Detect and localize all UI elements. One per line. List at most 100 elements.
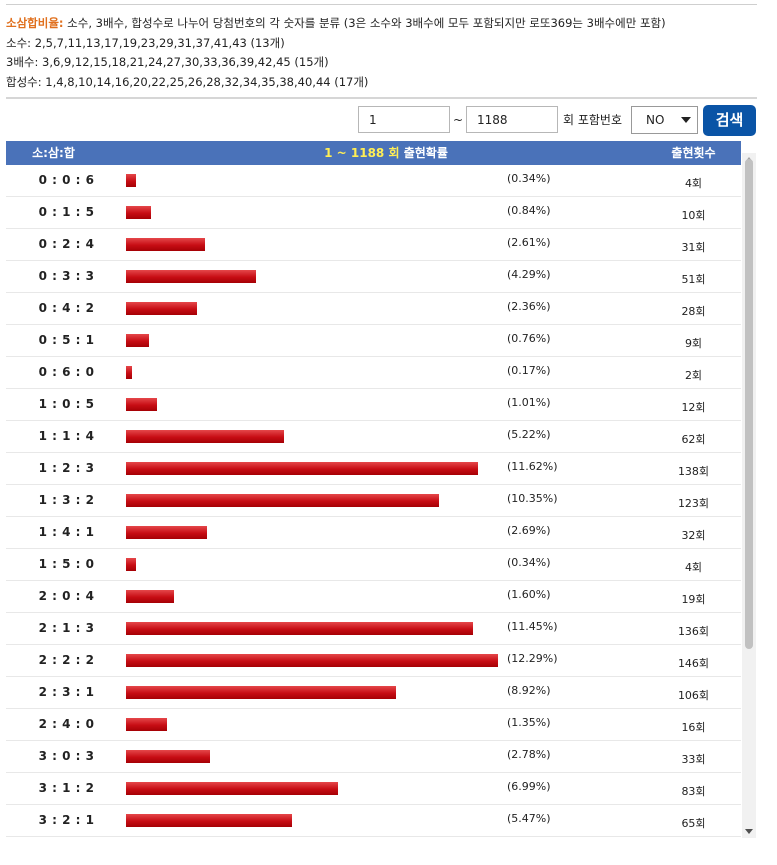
probability-label: (12.29%) [507, 652, 558, 665]
count-cell: 16회 [681, 721, 706, 734]
probability-bar [126, 782, 338, 795]
probability-bar [126, 270, 256, 283]
ratio-cell: 1 : 3 : 2 [38, 493, 95, 507]
table-row: 0 : 6 : 0 (0.17%) 2회 [6, 357, 741, 389]
ratio-cell: 0 : 2 : 4 [38, 237, 95, 251]
ratio-cell: 2 : 2 : 2 [38, 653, 95, 667]
probability-label: (0.17%) [507, 364, 551, 377]
composite-numbers-line: 합성수: 1,4,8,10,14,16,20,22,25,26,28,32,34… [6, 74, 369, 89]
probability-bar [126, 366, 132, 379]
probability-label: (2.69%) [507, 524, 551, 537]
probability-bar [126, 334, 149, 347]
count-cell: 2회 [684, 369, 703, 382]
ratio-cell: 3 : 1 : 2 [38, 781, 95, 795]
count-cell: 4회 [684, 561, 703, 574]
chevron-down-icon [681, 117, 691, 123]
table-row: 1 : 0 : 5 (1.01%) 12회 [6, 389, 741, 421]
table-row: 1 : 4 : 1 (2.69%) 32회 [6, 517, 741, 549]
probability-label: (4.29%) [507, 268, 551, 281]
header-probability: 1 ~ 1188 회 출현확률 [126, 141, 646, 165]
probability-bar [126, 622, 473, 635]
table-body: 0 : 0 : 6 (0.34%) 4회 0 : 1 : 5 (0.84%) 10회 0 :… [6, 165, 741, 837]
ratio-cell: 0 : 5 : 1 [38, 333, 95, 347]
prime-numbers-line: 소수: 2,5,7,11,13,17,19,23,29,31,37,41,43 … [6, 35, 285, 50]
table-row: 3 : 1 : 2 (6.99%) 83회 [6, 773, 741, 805]
probability-label: (1.01%) [507, 396, 551, 409]
ratio-cell: 0 : 0 : 6 [38, 173, 95, 187]
probability-bar [126, 718, 167, 731]
ratio-cell: 0 : 4 : 2 [38, 301, 95, 315]
table-row: 0 : 1 : 5 (0.84%) 10회 [6, 197, 741, 229]
probability-label: (5.47%) [507, 812, 551, 825]
range-tilde: ~ [453, 113, 464, 127]
ratio-cell: 2 : 1 : 3 [38, 621, 95, 635]
count-cell: 9회 [684, 337, 703, 350]
probability-label: (0.76%) [507, 332, 551, 345]
info-title: 소삼합비율: [6, 16, 64, 30]
count-cell: 106회 [677, 689, 710, 702]
ratio-cell: 2 : 0 : 4 [38, 589, 95, 603]
search-bar: ~ 회 포함번호 NO 검색 [0, 105, 777, 137]
probability-label: (11.45%) [507, 620, 558, 633]
round-from-input[interactable] [358, 106, 450, 133]
probability-label: (2.36%) [507, 300, 551, 313]
ratio-cell: 2 : 4 : 0 [38, 717, 95, 731]
table-row: 0 : 3 : 3 (4.29%) 51회 [6, 261, 741, 293]
search-button[interactable]: 검색 [703, 105, 756, 136]
probability-label: (1.35%) [507, 716, 551, 729]
probability-bar [126, 238, 205, 251]
ratio-info: 소삼합비율: 소수, 3배수, 합성수로 나누어 당첨번호의 각 숫자를 분류 … [6, 14, 666, 92]
scroll-down-icon[interactable] [745, 829, 753, 834]
table-row: 2 : 4 : 0 (1.35%) 16회 [6, 709, 741, 741]
ratio-cell: 3 : 2 : 1 [38, 813, 95, 827]
count-cell: 33회 [681, 753, 706, 766]
probability-bar [126, 686, 396, 699]
probability-bar [126, 494, 440, 507]
table-row: 2 : 1 : 3 (11.45%) 136회 [6, 613, 741, 645]
probability-bar [126, 590, 175, 603]
probability-bar [126, 526, 208, 539]
table-row: 0 : 0 : 6 (0.34%) 4회 [6, 165, 741, 197]
round-to-input[interactable] [466, 106, 558, 133]
probability-label: (6.99%) [507, 780, 551, 793]
vertical-scrollbar[interactable] [742, 153, 756, 838]
probability-label: (2.61%) [507, 236, 551, 249]
ratio-cell: 1 : 4 : 1 [38, 525, 95, 539]
probability-label: (11.62%) [507, 460, 558, 473]
table-row: 1 : 5 : 0 (0.34%) 4회 [6, 549, 741, 581]
count-cell: 138회 [677, 465, 710, 478]
count-cell: 32회 [681, 529, 706, 542]
header-prob-label: 출현확률 [399, 146, 448, 160]
table-row: 1 : 2 : 3 (11.62%) 138회 [6, 453, 741, 485]
info-line-1: 소삼합비율: 소수, 3배수, 합성수로 나누어 당첨번호의 각 숫자를 분류 … [6, 14, 666, 34]
info-description: 소수, 3배수, 합성수로 나누어 당첨번호의 각 숫자를 분류 (3은 소수와… [63, 16, 666, 30]
table-row: 0 : 5 : 1 (0.76%) 9회 [6, 325, 741, 357]
probability-bar [126, 430, 284, 443]
probability-label: (0.84%) [507, 204, 551, 217]
table-row: 2 : 0 : 4 (1.60%) 19회 [6, 581, 741, 613]
table-row: 3 : 0 : 3 (2.78%) 33회 [6, 741, 741, 773]
ratio-table: 소:삼:합 1 ~ 1188 회 출현확률 출현횟수 0 : 0 : 6 (0.3… [6, 141, 756, 838]
count-cell: 12회 [681, 401, 706, 414]
ratio-cell: 1 : 1 : 4 [38, 429, 95, 443]
count-cell: 28회 [681, 305, 706, 318]
table-row: 3 : 2 : 1 (5.47%) 65회 [6, 805, 741, 837]
ratio-cell: 1 : 5 : 0 [38, 557, 95, 571]
count-cell: 10회 [681, 209, 706, 222]
probability-bar [126, 206, 152, 219]
probability-bar [126, 814, 292, 827]
table-row: 2 : 3 : 1 (8.92%) 106회 [6, 677, 741, 709]
include-number-select[interactable]: NO [631, 106, 698, 134]
top-divider [6, 4, 757, 5]
include-number-label: 회 포함번호 [563, 113, 623, 127]
scrollbar-thumb[interactable] [745, 159, 753, 649]
probability-bar [126, 462, 478, 475]
probability-label: (10.35%) [507, 492, 558, 505]
include-number-value: NO [646, 113, 665, 127]
count-cell: 136회 [677, 625, 710, 638]
probability-bar [126, 398, 157, 411]
ratio-cell: 1 : 0 : 5 [38, 397, 95, 411]
section-divider [6, 97, 757, 99]
multiple3-numbers-line: 3배수: 3,6,9,12,15,18,21,24,27,30,33,36,39… [6, 55, 329, 69]
ratio-cell: 3 : 0 : 3 [38, 749, 95, 763]
